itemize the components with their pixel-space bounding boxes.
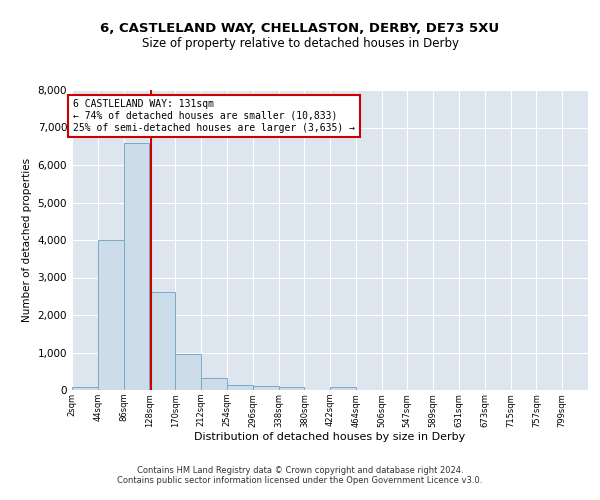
Text: 6, CASTLELAND WAY, CHELLASTON, DERBY, DE73 5XU: 6, CASTLELAND WAY, CHELLASTON, DERBY, DE… xyxy=(100,22,500,36)
Bar xyxy=(175,354,201,390)
Bar xyxy=(253,386,278,390)
Text: Contains HM Land Registry data © Crown copyright and database right 2024.
Contai: Contains HM Land Registry data © Crown c… xyxy=(118,466,482,485)
Bar xyxy=(227,385,253,390)
Bar xyxy=(278,386,304,390)
Bar xyxy=(149,292,175,390)
X-axis label: Distribution of detached houses by size in Derby: Distribution of detached houses by size … xyxy=(194,432,466,442)
Bar xyxy=(201,378,227,390)
Bar xyxy=(124,142,149,390)
Y-axis label: Number of detached properties: Number of detached properties xyxy=(22,158,32,322)
Text: 6 CASTLELAND WAY: 131sqm
← 74% of detached houses are smaller (10,833)
25% of se: 6 CASTLELAND WAY: 131sqm ← 74% of detach… xyxy=(73,100,355,132)
Bar xyxy=(331,386,356,390)
Bar xyxy=(98,240,124,390)
Text: Size of property relative to detached houses in Derby: Size of property relative to detached ho… xyxy=(142,38,458,51)
Bar xyxy=(72,388,98,390)
